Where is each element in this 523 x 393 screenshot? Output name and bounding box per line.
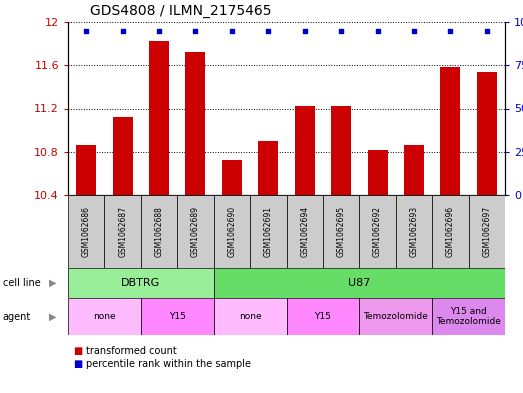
Text: GSM1062696: GSM1062696 [446, 206, 455, 257]
Text: GSM1062689: GSM1062689 [191, 206, 200, 257]
Text: ▶: ▶ [49, 278, 56, 288]
Bar [331, 107, 351, 195]
Bar [396, 195, 432, 268]
Text: ▶: ▶ [49, 312, 56, 321]
Bar [359, 195, 396, 268]
Bar [477, 72, 497, 195]
Bar [76, 145, 96, 195]
Text: U87: U87 [348, 278, 370, 288]
Text: Y15 and
Temozolomide: Y15 and Temozolomide [436, 307, 501, 326]
Point [337, 28, 345, 34]
Text: ■: ■ [73, 359, 83, 369]
Bar [294, 107, 315, 195]
Bar [186, 52, 206, 195]
Bar [141, 298, 214, 335]
Text: DBTRG: DBTRG [121, 278, 161, 288]
Text: GSM1062692: GSM1062692 [373, 206, 382, 257]
Bar [359, 298, 432, 335]
Bar [214, 298, 287, 335]
Point [264, 28, 272, 34]
Bar [141, 195, 177, 268]
Bar [250, 195, 287, 268]
Bar [149, 42, 169, 195]
Bar [222, 160, 242, 195]
Text: GSM1062697: GSM1062697 [482, 206, 491, 257]
Bar [404, 145, 424, 195]
Point [118, 28, 127, 34]
Bar [68, 195, 105, 268]
Point [483, 28, 491, 34]
Bar [258, 141, 278, 195]
Bar [432, 195, 469, 268]
Point [373, 28, 382, 34]
Text: none: none [239, 312, 262, 321]
Text: agent: agent [3, 312, 31, 321]
Point [228, 28, 236, 34]
Bar [440, 68, 460, 195]
Point [410, 28, 418, 34]
Text: none: none [93, 312, 116, 321]
Bar [432, 298, 505, 335]
Text: Y15: Y15 [169, 312, 186, 321]
Text: GSM1062693: GSM1062693 [410, 206, 418, 257]
Bar [68, 298, 141, 335]
Text: ■: ■ [73, 346, 83, 356]
Point [155, 28, 163, 34]
Bar [323, 195, 359, 268]
Bar [112, 117, 133, 195]
Point [301, 28, 309, 34]
Bar [177, 195, 214, 268]
Point [191, 28, 200, 34]
Bar [214, 195, 250, 268]
Bar [68, 268, 214, 298]
Text: Y15: Y15 [314, 312, 332, 321]
Text: cell line: cell line [3, 278, 40, 288]
Text: GSM1062695: GSM1062695 [337, 206, 346, 257]
Text: GSM1062686: GSM1062686 [82, 206, 90, 257]
Text: GSM1062688: GSM1062688 [154, 206, 164, 257]
Bar [287, 298, 359, 335]
Text: transformed count: transformed count [86, 346, 177, 356]
Text: GSM1062691: GSM1062691 [264, 206, 273, 257]
Text: GSM1062690: GSM1062690 [228, 206, 236, 257]
Text: Temozolomide: Temozolomide [363, 312, 428, 321]
Text: GSM1062687: GSM1062687 [118, 206, 127, 257]
Text: GDS4808 / ILMN_2175465: GDS4808 / ILMN_2175465 [90, 4, 271, 18]
Point [82, 28, 90, 34]
Text: percentile rank within the sample: percentile rank within the sample [86, 359, 252, 369]
Bar [368, 150, 388, 195]
Bar [214, 268, 505, 298]
Point [446, 28, 454, 34]
Text: GSM1062694: GSM1062694 [300, 206, 309, 257]
Bar [287, 195, 323, 268]
Bar [105, 195, 141, 268]
Bar [469, 195, 505, 268]
